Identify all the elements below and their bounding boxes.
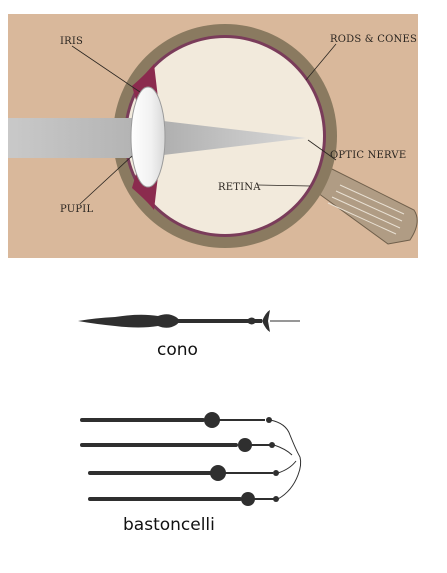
rod-cell-1 — [80, 412, 272, 428]
rod-cell-4 — [88, 492, 279, 506]
rod-cell-3 — [88, 465, 279, 481]
eye-cross-section-diagram: IRIS RODS & CONES OPTIC NERVE RETINA PUP… — [8, 14, 418, 258]
optic-nerve-shape — [299, 161, 418, 245]
rod-synaptic-connections — [269, 419, 302, 500]
rods-caption: bastoncelli — [123, 515, 215, 535]
cone-caption: cono — [157, 340, 198, 360]
rod-cell-2 — [80, 438, 275, 452]
cone-cell-drawing — [78, 310, 300, 332]
retina-leader-line — [257, 184, 311, 187]
incoming-light-beam — [8, 118, 138, 158]
pupil-leader-line — [79, 155, 133, 205]
optic-nerve-label: OPTIC NERVE — [330, 150, 406, 161]
rod-cells-figure: bastoncelli — [80, 412, 302, 535]
lens — [130, 86, 166, 188]
focused-light-cone — [138, 118, 306, 158]
rods-cones-leader-line — [305, 43, 337, 81]
pupil-label: PUPIL — [60, 204, 93, 215]
retina-label: RETINA — [218, 182, 261, 193]
cone-cell-figure: cono — [78, 310, 300, 360]
iris-leader-line — [71, 45, 141, 93]
iris-label: IRIS — [60, 36, 83, 47]
optic-nerve-leader-line — [307, 139, 337, 161]
rods-cones-label: RODS & CONES — [330, 34, 417, 45]
